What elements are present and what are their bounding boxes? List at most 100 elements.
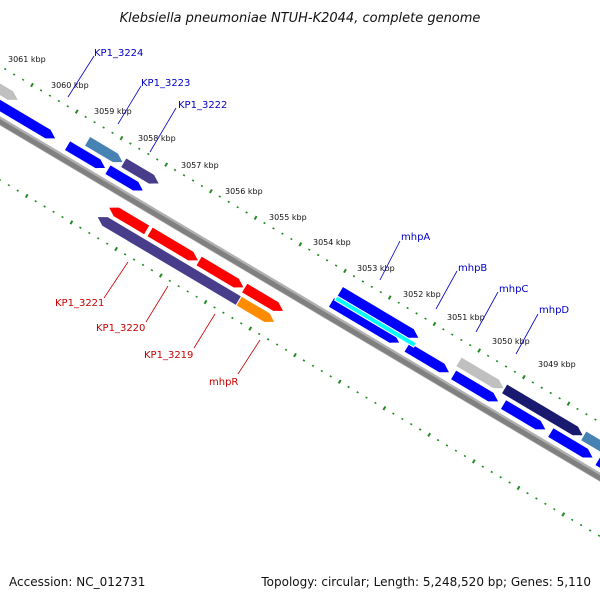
kbp-label: 3049 kbp — [538, 360, 576, 369]
gene-arrow — [403, 341, 451, 374]
tick-minor — [240, 322, 243, 325]
kbp-label: 3051 kbp — [447, 313, 485, 322]
tick-major — [382, 406, 387, 411]
tick-major — [387, 295, 392, 300]
tick-minor — [132, 258, 136, 261]
kbp-label: 3059 kbp — [94, 107, 132, 116]
tick-minor — [588, 529, 592, 532]
tick-minor — [173, 168, 177, 172]
tick-minor — [424, 317, 427, 320]
tick-major — [432, 321, 437, 327]
tick-minor — [96, 237, 100, 240]
tick-minor — [356, 391, 359, 394]
tick-minor — [141, 263, 145, 267]
gene-label: KP1_3219 — [144, 350, 193, 361]
tick-minor — [307, 248, 311, 251]
tick-minor — [284, 348, 288, 352]
tick-minor — [61, 215, 64, 219]
tick-minor — [57, 99, 61, 103]
kbp-label: 3060 kbp — [51, 81, 89, 90]
tick-minor — [123, 253, 127, 256]
leader-line — [67, 55, 95, 98]
tick-minor — [111, 131, 114, 135]
tick-minor — [43, 205, 46, 208]
tick-minor — [227, 200, 231, 204]
kbp-label: 3057 kbp — [181, 161, 219, 170]
tick-minor — [486, 354, 490, 358]
tick-major — [208, 188, 213, 194]
tick-minor — [392, 412, 395, 415]
tick-minor — [84, 115, 87, 119]
tick-minor — [3, 67, 7, 71]
tick-minor — [526, 492, 529, 495]
tick-minor — [39, 89, 43, 92]
tick-minor — [105, 242, 109, 245]
tick-minor — [257, 332, 261, 336]
tick-major — [114, 246, 118, 252]
tick-minor — [222, 311, 225, 314]
gene-arrow — [455, 356, 506, 390]
tick-minor — [129, 142, 132, 145]
gene-label: KP1_3221 — [55, 298, 104, 309]
gene-arrow — [336, 285, 420, 339]
tick-minor — [544, 502, 547, 505]
tick-minor — [365, 396, 368, 399]
gene-arrow — [579, 430, 600, 453]
kbp-label: 3050 kbp — [492, 337, 530, 346]
gene-label: KP1_3223 — [141, 78, 190, 89]
gene-arrow — [594, 455, 600, 469]
tick-minor — [66, 105, 70, 108]
gene-label: mhpR — [209, 377, 238, 388]
tick-minor — [594, 418, 597, 421]
gene-arrow — [499, 398, 547, 431]
tick-major — [343, 268, 347, 274]
leader-line — [475, 291, 499, 333]
kbp-label: 3053 kbp — [357, 264, 395, 273]
tick-minor — [231, 316, 234, 320]
tick-minor — [406, 306, 409, 310]
tick-major — [516, 485, 521, 491]
tick-minor — [138, 147, 141, 150]
tick-minor — [445, 444, 449, 447]
tick-major — [293, 352, 297, 358]
tick-minor — [302, 359, 306, 362]
tick-minor — [177, 284, 180, 288]
kbp-label: 3052 kbp — [403, 290, 441, 299]
gene-arrow — [500, 383, 585, 437]
tick-minor — [290, 237, 293, 241]
tick-minor — [182, 174, 186, 177]
gene-arrow — [83, 135, 125, 164]
tick-major — [337, 379, 342, 384]
tick-minor — [168, 279, 172, 282]
tick-minor — [352, 274, 356, 278]
lower-strand-genes — [96, 206, 285, 324]
tick-minor — [531, 381, 535, 384]
leader-line — [103, 261, 129, 299]
tick-minor — [549, 391, 552, 395]
tick-minor — [347, 385, 350, 389]
gene-label: mhpB — [458, 263, 487, 274]
tick-minor — [263, 221, 266, 225]
tick-minor — [191, 179, 195, 182]
tick-minor — [553, 507, 556, 511]
tick-major — [24, 193, 29, 199]
backbone-line — [0, 118, 600, 482]
tick-minor — [481, 465, 485, 468]
tick-minor — [379, 290, 383, 294]
map-title: Klebsiella pneumoniae NTUH-K2044, comple… — [120, 11, 481, 26]
chromosome-backbone — [0, 116, 600, 482]
tick-minor — [195, 295, 198, 298]
tick-minor — [316, 253, 320, 257]
tick-minor — [266, 337, 270, 341]
kbp-label: 3056 kbp — [225, 187, 263, 196]
tick-minor — [150, 269, 154, 272]
kbp-label: 3058 kbp — [138, 134, 176, 143]
tick-minor — [570, 518, 574, 521]
kbp-label: 3054 kbp — [313, 238, 351, 247]
tick-major — [30, 82, 34, 88]
gene-label: mhpD — [539, 305, 569, 316]
tick-minor — [442, 328, 445, 331]
tick-minor — [48, 94, 52, 97]
tick-minor — [409, 423, 413, 426]
gene-label-leaders — [67, 55, 539, 375]
